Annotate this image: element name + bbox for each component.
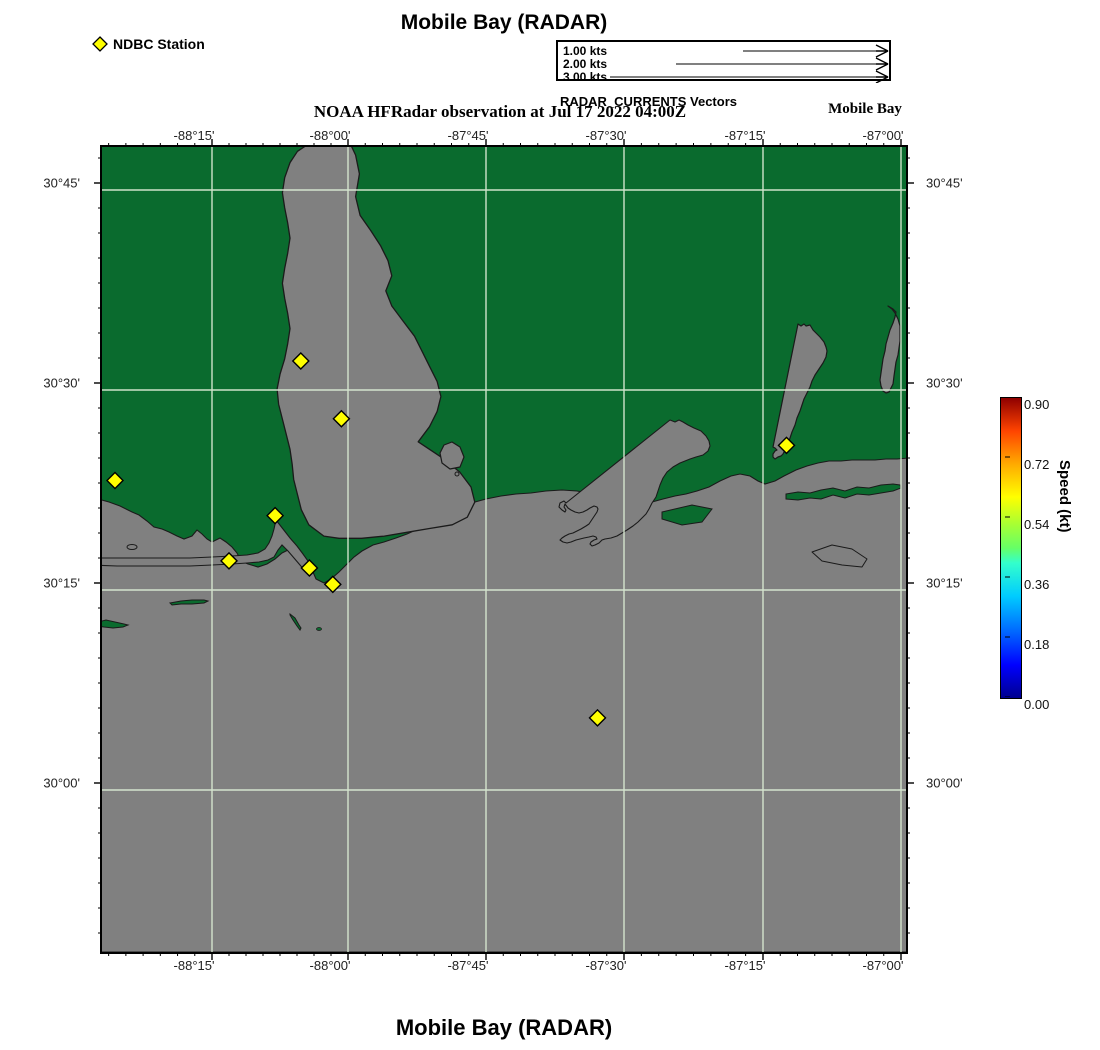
svg-text:2.00 kts: 2.00 kts <box>563 57 607 71</box>
svg-text:1.00 kts: 1.00 kts <box>563 44 607 58</box>
svg-text:3.00 kts: 3.00 kts <box>563 70 607 83</box>
